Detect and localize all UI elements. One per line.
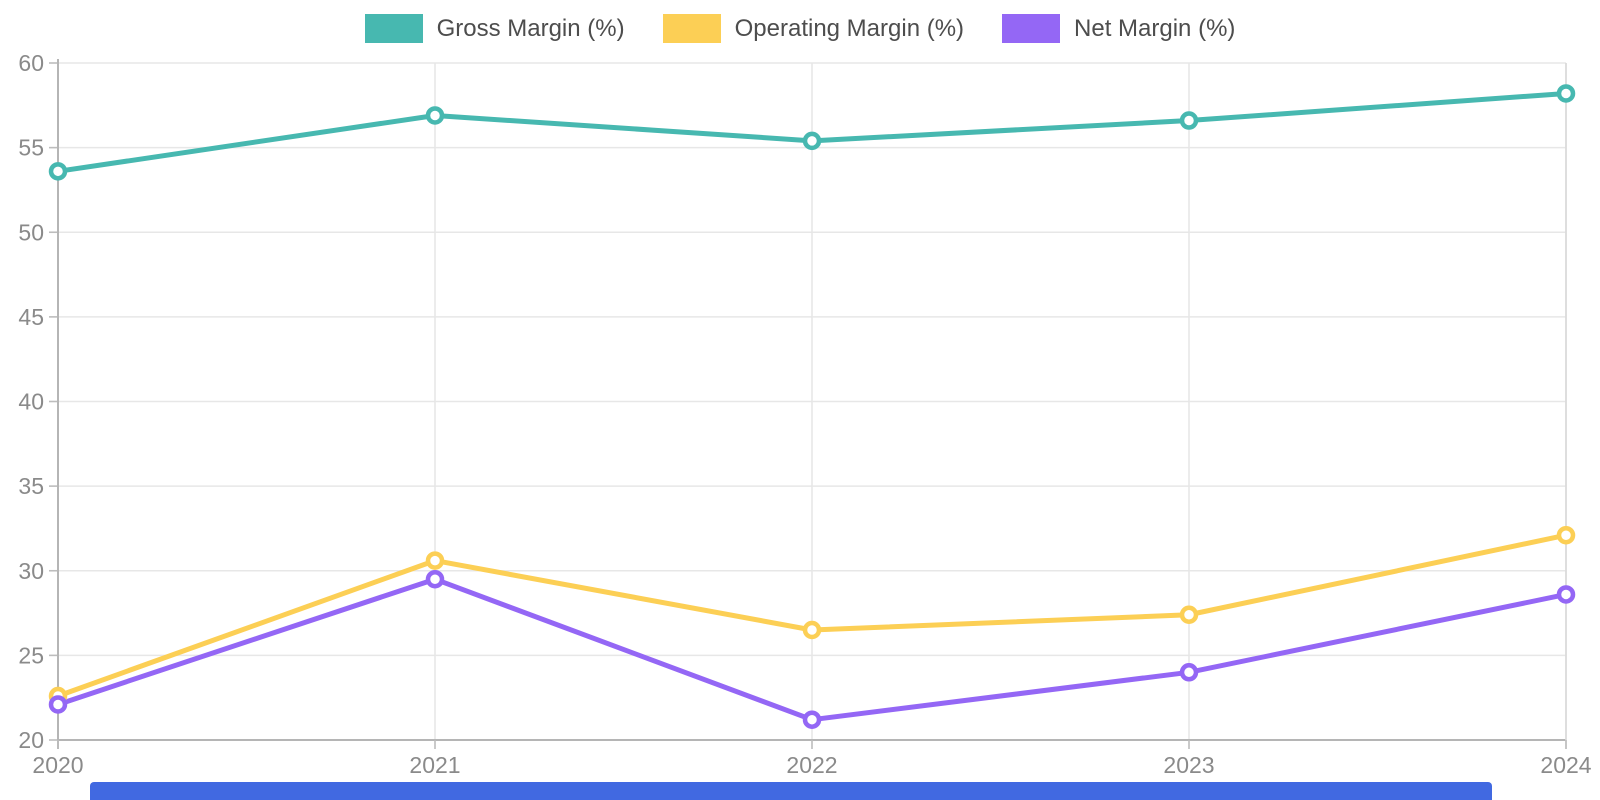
data-point-0-2022[interactable] (802, 131, 822, 151)
data-point-1-2024[interactable] (1556, 525, 1576, 545)
data-point-1-2021[interactable] (425, 551, 445, 570)
data-point-0-2020[interactable] (48, 162, 68, 181)
x-tick-label: 2023 (1163, 752, 1214, 778)
data-point-0-2023[interactable] (1179, 111, 1199, 130)
x-tick-label: 2021 (409, 752, 460, 778)
legend-label-gross-margin: Gross Margin (%) (436, 14, 625, 42)
data-point-0-2024[interactable] (1556, 84, 1576, 103)
y-tick-label: 45 (18, 304, 44, 330)
x-tick-label: 2020 (32, 752, 83, 778)
y-tick-label: 35 (18, 473, 44, 499)
data-point-1-2022[interactable] (802, 620, 822, 640)
legend-item-operating-margin[interactable]: Operating Margin (%) (662, 14, 965, 43)
horizontal-scrollbar-thumb[interactable] (90, 782, 1492, 800)
data-point-2-2021[interactable] (425, 569, 445, 589)
y-tick-label: 20 (18, 727, 44, 753)
legend-swatch-gross-margin (364, 14, 423, 43)
y-tick-label: 60 (18, 50, 44, 76)
legend-swatch-operating-margin (662, 14, 721, 43)
legend-label-net-margin: Net Margin (%) (1074, 14, 1236, 42)
legend-item-gross-margin[interactable]: Gross Margin (%) (364, 14, 625, 43)
data-point-1-2023[interactable] (1179, 605, 1199, 625)
data-point-2-2023[interactable] (1179, 663, 1199, 682)
y-tick-label: 50 (18, 219, 44, 245)
legend-item-net-margin[interactable]: Net Margin (%) (1002, 14, 1235, 43)
x-tick-label: 2022 (786, 752, 837, 778)
data-point-2-2024[interactable] (1556, 585, 1576, 604)
y-tick-label: 30 (18, 558, 44, 584)
x-tick-label: 2024 (1540, 752, 1591, 778)
data-point-0-2021[interactable] (425, 106, 445, 125)
legend-swatch-net-margin (1002, 14, 1061, 43)
legend-label-operating-margin: Operating Margin (%) (734, 14, 965, 42)
y-tick-label: 25 (18, 642, 44, 668)
data-point-2-2022[interactable] (802, 710, 822, 729)
y-tick-label: 55 (18, 135, 44, 161)
data-point-2-2020[interactable] (48, 695, 68, 714)
chart-legend: Gross Margin (%) Operating Margin (%) Ne… (0, 14, 1600, 43)
y-tick-label: 40 (18, 389, 44, 415)
